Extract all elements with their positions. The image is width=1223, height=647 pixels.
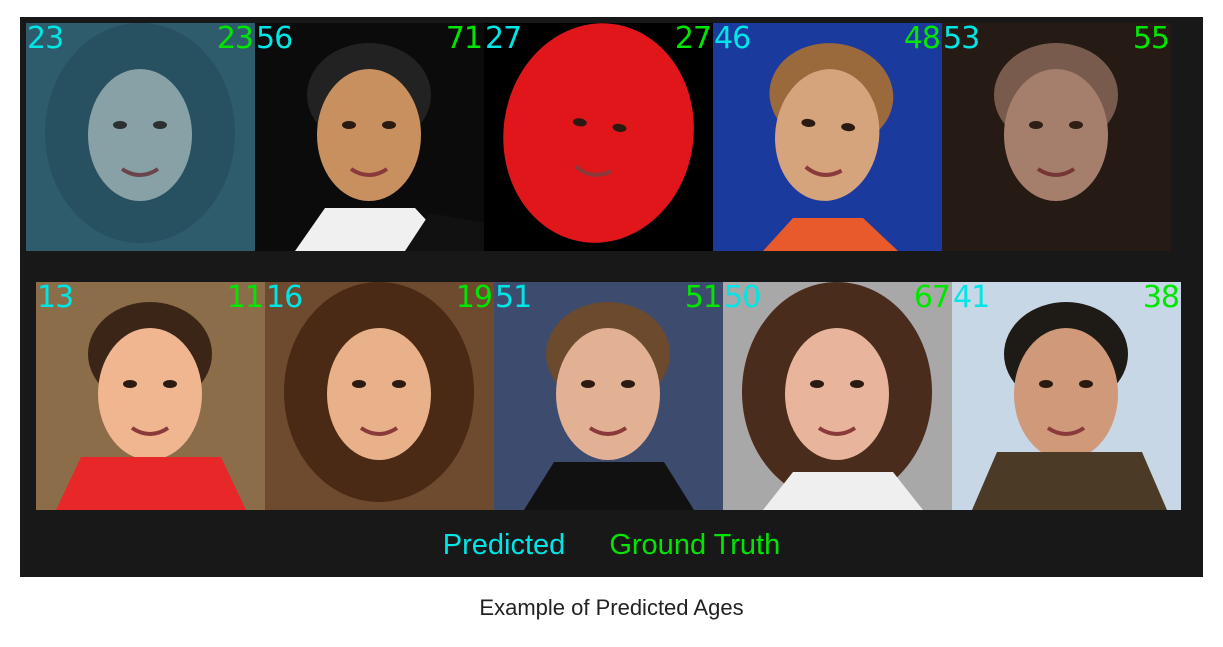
face-photo [494,282,723,510]
face-photo [942,23,1171,251]
predicted-age: 56 [256,23,293,56]
predicted-age: 41 [953,282,990,315]
face-tile: 46 48 [713,23,942,251]
face-photo [36,282,265,510]
figure-panel: 23 23 56 71 27 27 46 48 [20,17,1203,577]
face-tile: 13 11 [36,282,265,510]
predicted-age: 53 [943,23,980,56]
face-tile: 50 67 [723,282,952,510]
ground-truth-age: 48 [903,23,941,56]
legend-ground-truth: Ground Truth [609,529,781,561]
legend: Predicted Ground Truth [20,525,1203,565]
ground-truth-age: 11 [226,282,264,315]
predicted-age: 46 [714,23,751,56]
predicted-age: 51 [495,282,532,315]
predicted-age: 23 [27,23,64,56]
legend-predicted: Predicted [442,529,566,561]
face-tile: 23 23 [26,23,255,251]
predicted-age: 27 [485,23,522,56]
ground-truth-age: 19 [455,282,493,315]
face-tile: 51 51 [494,282,723,510]
image-row-2: 13 11 16 19 51 51 50 67 [36,282,1181,510]
face-photo [255,23,484,251]
face-tile: 27 27 [484,23,713,251]
face-photo [723,282,952,510]
ground-truth-age: 38 [1142,282,1180,315]
ground-truth-age: 71 [445,23,483,56]
face-tile: 56 71 [255,23,484,251]
face-tile: 16 19 [265,282,494,510]
predicted-age: 16 [266,282,303,315]
predicted-age: 50 [724,282,761,315]
figure-caption: Example of Predicted Ages [479,595,744,620]
face-tile: 53 55 [942,23,1171,251]
ground-truth-age: 67 [913,282,951,315]
face-photo [26,23,255,251]
face-tile: 41 38 [952,282,1181,510]
ground-truth-age: 55 [1132,23,1170,56]
ground-truth-age: 51 [684,282,722,315]
face-photo [952,282,1181,510]
face-photo [713,23,942,251]
image-row-1: 23 23 56 71 27 27 46 48 [26,23,1171,251]
face-photo [484,23,713,251]
ground-truth-age: 27 [674,23,712,56]
ground-truth-age: 23 [216,23,254,56]
face-photo [265,282,494,510]
predicted-age: 13 [37,282,74,315]
